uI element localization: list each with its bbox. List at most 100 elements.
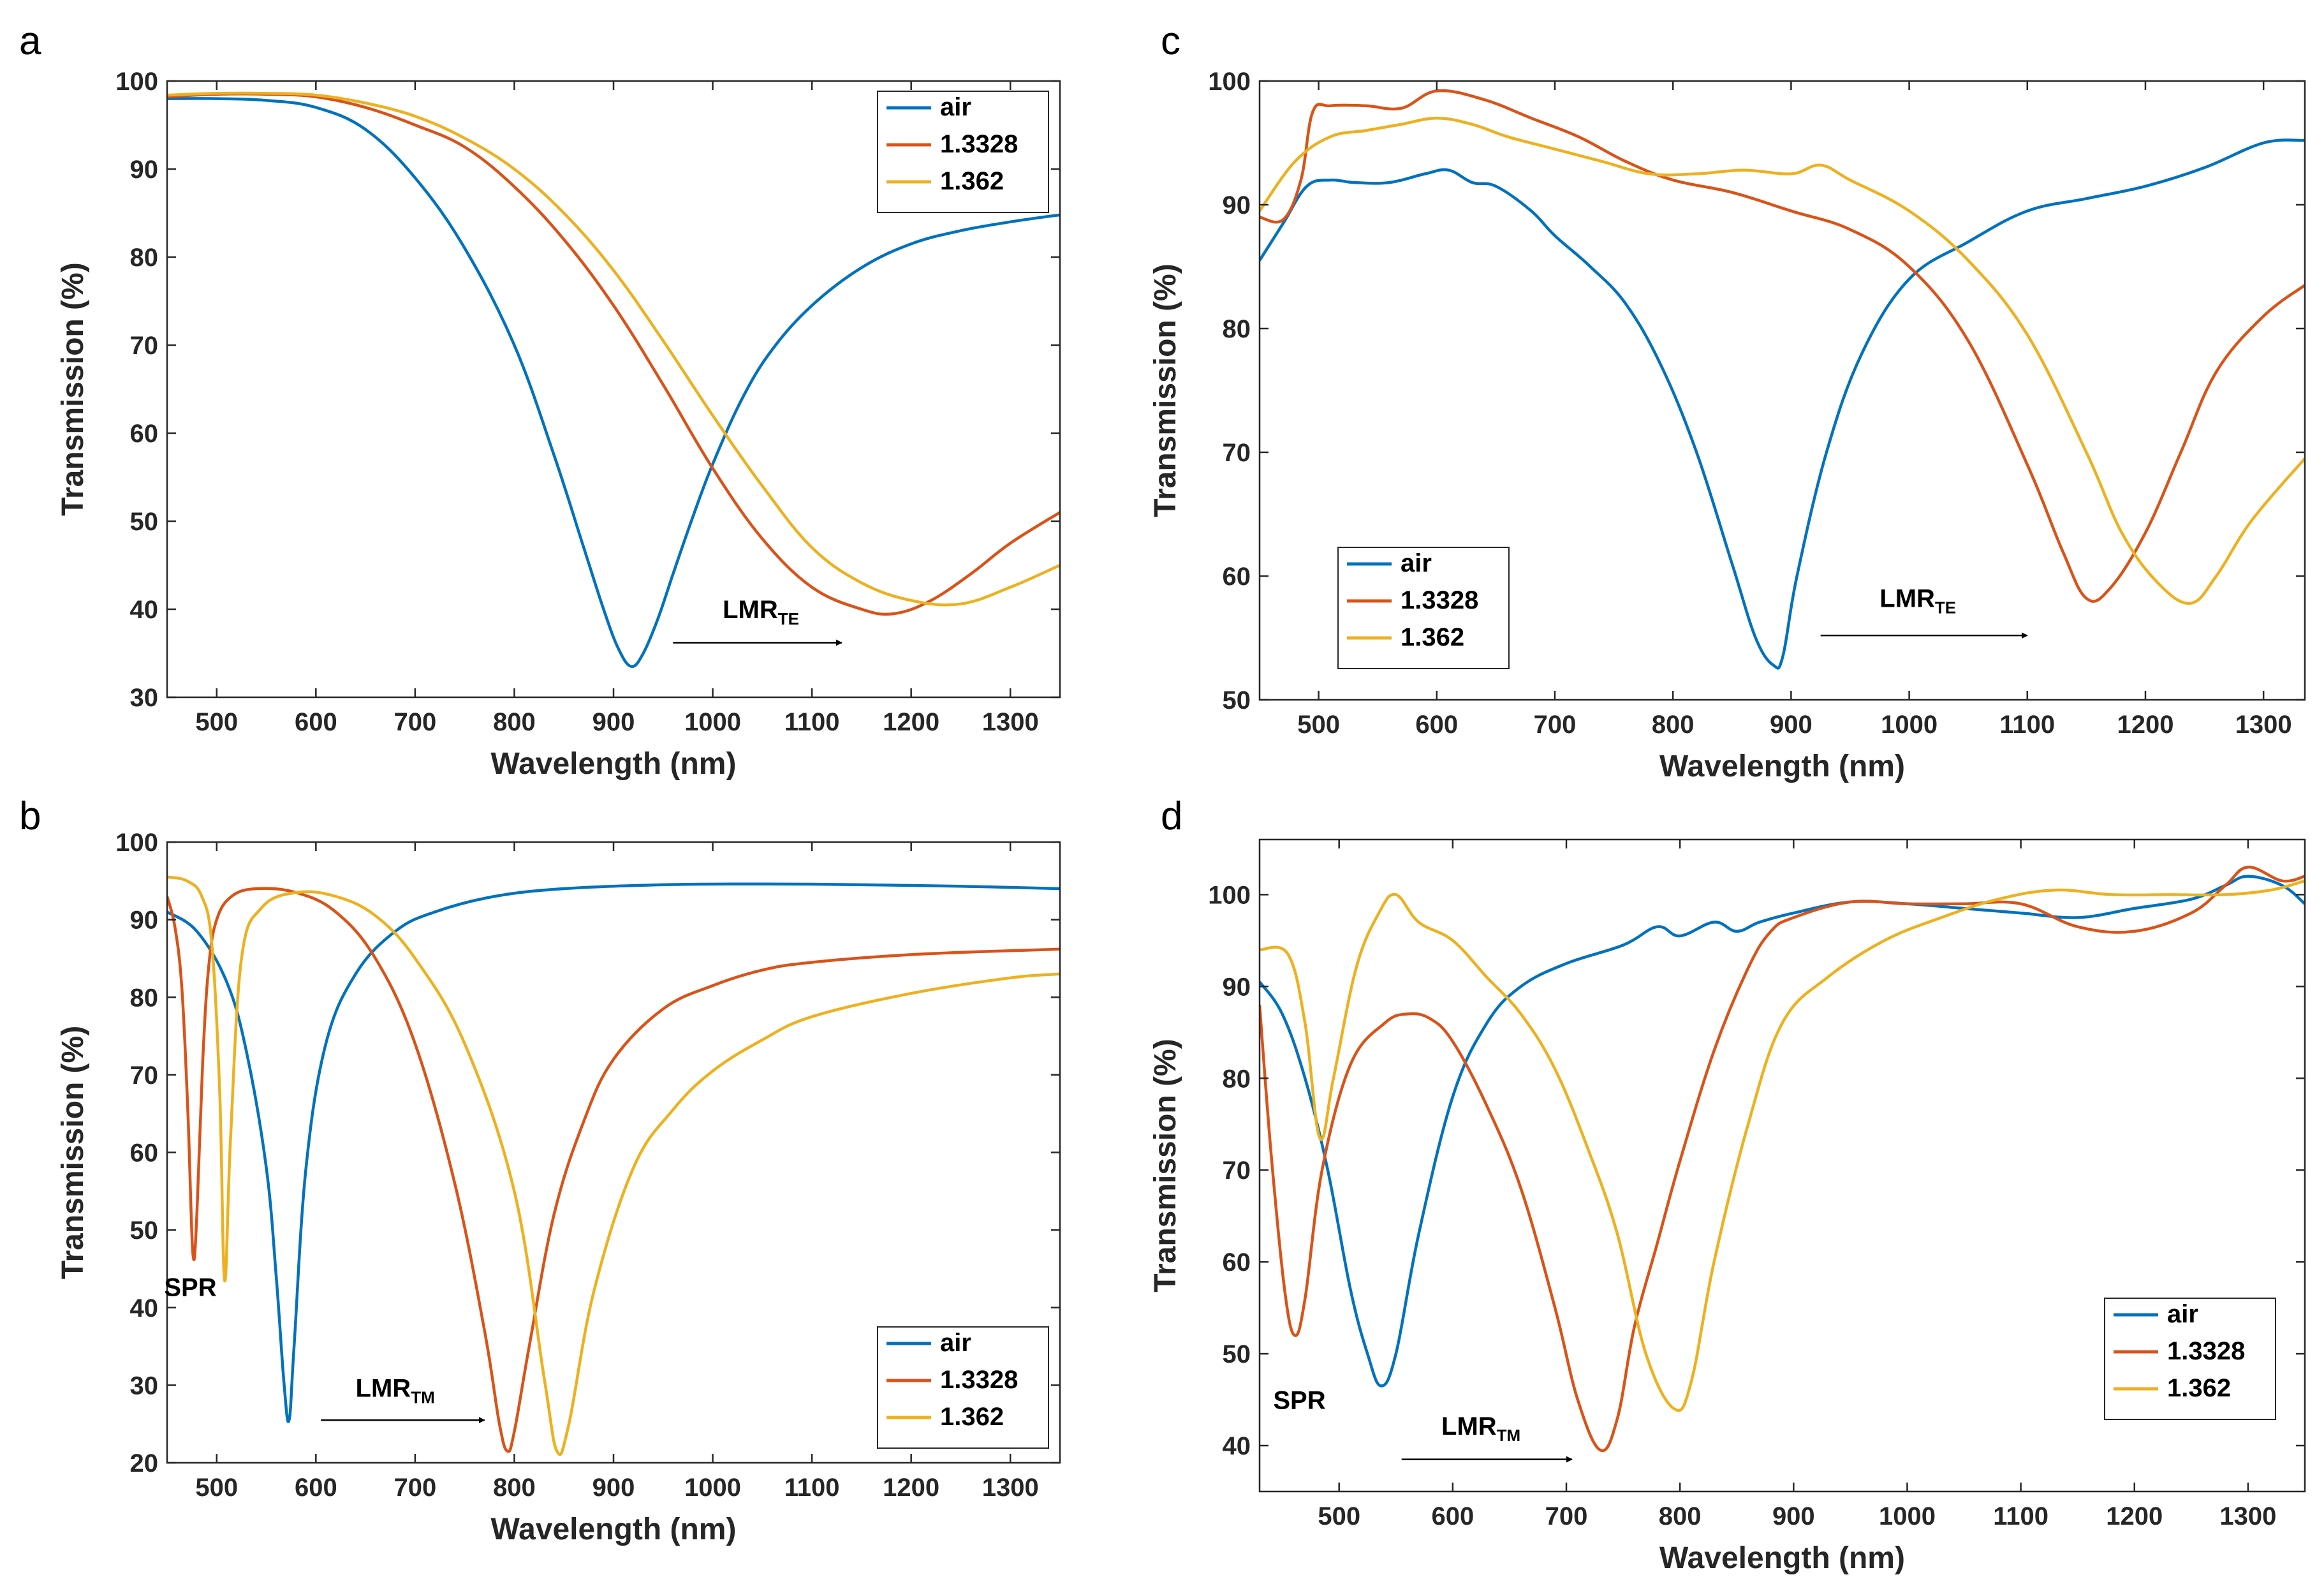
x-tick-label: 800 — [1652, 711, 1695, 739]
x-tick-label: 1300 — [2235, 711, 2292, 739]
x-axis-label: Wavelength (nm) — [491, 1513, 737, 1546]
x-tick-label: 1000 — [1881, 711, 1938, 739]
y-tick-label: 60 — [1223, 563, 1251, 591]
annotation-subscript: TE — [1935, 598, 1956, 618]
annotation-main: SPR — [164, 1274, 216, 1302]
plot-frame — [1258, 80, 2306, 701]
legend: air 1.3328 1.362 — [877, 1326, 1049, 1449]
panel-letter: d — [1161, 794, 1182, 838]
chart-b: b 500 600 700 800 900 1000 1100 1200 1300 20 30 40 50… — [19, 794, 1061, 1546]
series-line-1.362 — [167, 91, 1060, 607]
y-tick-label: 90 — [130, 907, 159, 935]
y-tick-label: 80 — [130, 244, 159, 272]
series-line-air — [167, 97, 1060, 668]
legend: air 1.3328 1.362 — [2104, 1298, 2276, 1420]
y-tick-label: 90 — [1223, 973, 1251, 1001]
series-line-air — [167, 882, 1060, 1423]
annotation-subscript: TE — [778, 609, 799, 628]
annotation-main: LMR — [356, 1375, 411, 1403]
y-tick-label: 40 — [1223, 1432, 1251, 1460]
y-tick-label: 20 — [130, 1449, 159, 1477]
legend-box — [1337, 547, 1510, 669]
x-axis-label: Wavelength (nm) — [491, 747, 737, 781]
y-tick-label: 60 — [1223, 1248, 1251, 1277]
legend-entry: 1.3328 — [1401, 586, 1478, 614]
y-axis-label: Transmission (%) — [56, 1026, 90, 1279]
panel-letter: c — [1161, 19, 1180, 63]
y-tick-label: 80 — [1223, 315, 1251, 343]
annotation-subscript: TM — [1497, 1426, 1521, 1445]
legend-entry: 1.362 — [1401, 623, 1464, 651]
annotation-label: LMRTM — [1441, 1412, 1520, 1445]
x-tick-label: 700 — [394, 708, 437, 736]
chart-c: c 500 600 700 800 900 1000 1100 1200 1300 50 60 70 80… — [1149, 19, 2306, 783]
x-tick-label: 900 — [592, 1474, 635, 1502]
x-tick-label: 500 — [195, 708, 238, 736]
series-line-1.3328 — [167, 887, 1060, 1453]
series-line-1.362 — [1260, 879, 2305, 1412]
x-tick-label: 500 — [195, 1474, 238, 1502]
y-tick-label: 50 — [1223, 686, 1251, 714]
y-axis-label: Transmission (%) — [1149, 263, 1182, 517]
legend: air 1.3328 1.362 — [1337, 547, 1510, 669]
y-tick-label: 70 — [1223, 1157, 1251, 1185]
y-tick-label: 100 — [115, 829, 158, 857]
legend-box — [877, 1326, 1049, 1449]
x-tick-label: 1100 — [784, 1474, 840, 1502]
y-tick-label: 90 — [130, 156, 159, 184]
x-tick-label: 1100 — [784, 708, 840, 736]
x-tick-label: 700 — [1534, 711, 1577, 739]
annotation-main: LMR — [1879, 585, 1935, 613]
y-tick-label: 30 — [130, 684, 159, 712]
y-tick-label: 50 — [130, 1217, 159, 1245]
legend-box — [2104, 1298, 2276, 1420]
legend-entry: 1.3328 — [940, 130, 1018, 158]
x-tick-label: 900 — [1772, 1502, 1815, 1530]
x-tick-label: 700 — [1545, 1502, 1588, 1530]
y-tick-label: 80 — [130, 984, 159, 1012]
y-tick-label: 80 — [1223, 1065, 1251, 1093]
annotation-label: SPR — [164, 1274, 216, 1302]
x-tick-label: 600 — [295, 708, 337, 736]
series-line-1.362 — [1260, 116, 2305, 605]
x-tick-label: 1300 — [982, 1474, 1039, 1502]
x-tick-label: 900 — [1770, 711, 1813, 739]
x-tick-label: 600 — [1431, 1502, 1474, 1530]
y-tick-label: 60 — [130, 1139, 159, 1167]
x-tick-label: 800 — [493, 708, 536, 736]
series-line-1.362 — [167, 875, 1060, 1456]
series-group — [167, 91, 1060, 668]
y-tick-label: 60 — [130, 420, 159, 448]
x-tick-label: 1300 — [2219, 1502, 2276, 1530]
x-tick-label: 600 — [1415, 711, 1458, 739]
x-tick-label: 1000 — [1879, 1502, 1936, 1530]
legend-entry: 1.362 — [940, 167, 1004, 195]
x-tick-label: 1000 — [684, 708, 741, 736]
series-line-air — [1260, 875, 2305, 1388]
legend-entry: air — [2167, 1300, 2198, 1328]
x-axis-label: Wavelength (nm) — [1659, 750, 1905, 783]
annotation-main: LMR — [1441, 1412, 1497, 1440]
y-tick-label: 70 — [130, 1062, 159, 1090]
y-tick-label: 70 — [130, 332, 159, 360]
legend-entry: air — [940, 1329, 971, 1357]
legend-entry: 1.3328 — [2167, 1337, 2245, 1365]
x-tick-label: 800 — [493, 1474, 536, 1502]
x-tick-label: 500 — [1318, 1502, 1360, 1530]
y-tick-label: 50 — [130, 508, 159, 536]
series-line-1.3328 — [1260, 89, 2305, 603]
x-tick-label: 600 — [295, 1474, 337, 1502]
y-tick-label: 50 — [1223, 1340, 1251, 1368]
x-tick-label: 800 — [1659, 1502, 1702, 1530]
x-axis-label: Wavelength (nm) — [1659, 1541, 1905, 1575]
y-tick-label: 100 — [1208, 68, 1251, 96]
chart-a: a 500 600 700 800 900 1000 1100 1200 1300 30 40 50 60… — [19, 19, 1061, 781]
series-line-1.3328 — [1260, 865, 2305, 1453]
legend-entry: 1.3328 — [940, 1366, 1018, 1394]
y-tick-label: 90 — [1223, 191, 1251, 219]
x-tick-label: 1200 — [2106, 1502, 2163, 1530]
y-tick-label: 100 — [115, 68, 158, 96]
series-group — [1260, 865, 2305, 1453]
panel-letter: b — [19, 794, 41, 838]
